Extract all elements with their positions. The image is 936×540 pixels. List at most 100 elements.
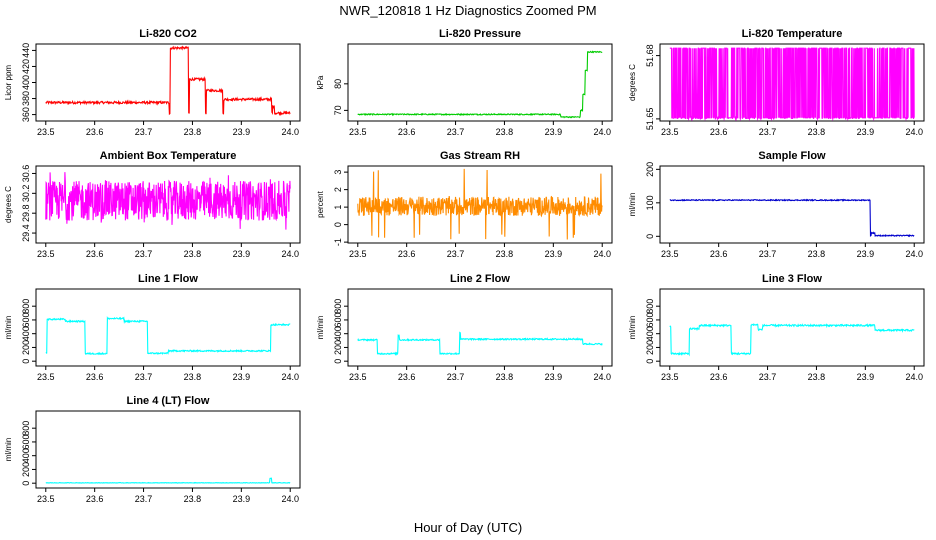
x-tick-label: 23.5 bbox=[349, 372, 367, 382]
y-tick-label: 3 bbox=[333, 170, 343, 175]
x-tick-label: 23.7 bbox=[447, 372, 465, 382]
x-tick-label: 24.0 bbox=[593, 127, 611, 137]
y-tick-label: 360 bbox=[21, 107, 31, 122]
y-axis-label: ml/min bbox=[4, 438, 13, 462]
y-tick-label: 800 bbox=[333, 299, 343, 314]
series-line-co2 bbox=[45, 45, 291, 117]
x-tick-label: 23.9 bbox=[545, 249, 563, 259]
panel-title: Line 2 Flow bbox=[450, 273, 510, 285]
x-tick-label: 23.7 bbox=[447, 249, 465, 259]
y-tick-label: 70 bbox=[333, 105, 343, 115]
x-tick-label: 23.9 bbox=[545, 127, 563, 137]
panel-pressure: Li-820 Pressure 23.5 23.6 23.7 23.8 23.9 24.0 7… bbox=[316, 28, 613, 137]
series-line-ambient bbox=[45, 172, 291, 230]
x-tick-label: 23.6 bbox=[398, 249, 416, 259]
plot-frame bbox=[659, 43, 925, 122]
y-tick-label: -1 bbox=[333, 238, 343, 246]
x-tick-label: 23.6 bbox=[86, 127, 104, 137]
y-tick-label: 800 bbox=[21, 421, 31, 436]
y-axis-label: kPa bbox=[316, 75, 325, 89]
panel-line3: Line 3 Flow 23.5 23.6 23.7 23.8 23.9 24.0 0 2004… bbox=[628, 273, 925, 382]
x-tick-label: 23.7 bbox=[759, 127, 777, 137]
panel-title: Ambient Box Temperature bbox=[100, 150, 237, 162]
x-tick-label: 23.9 bbox=[233, 494, 251, 504]
panel-title: Sample Flow bbox=[758, 150, 826, 162]
y-tick-label: 80 bbox=[333, 79, 343, 89]
y-tick-label: 200 bbox=[21, 462, 31, 477]
x-tick-label: 23.8 bbox=[808, 372, 826, 382]
x-tick-label: 23.5 bbox=[37, 249, 55, 259]
x-tick-label: 23.5 bbox=[661, 249, 679, 259]
series-line-line2 bbox=[357, 331, 603, 356]
plot-frame bbox=[35, 165, 301, 244]
y-tick-label: 600 bbox=[645, 312, 655, 327]
series-line-line4 bbox=[45, 477, 291, 484]
y-tick-label: 51.65 bbox=[645, 108, 655, 131]
x-tick-label: 23.9 bbox=[857, 127, 875, 137]
x-tick-label: 23.7 bbox=[135, 127, 153, 137]
x-tick-label: 24.0 bbox=[905, 372, 923, 382]
y-tick-label: 600 bbox=[21, 434, 31, 449]
panel-temperature: Li-820 Temperature 23.5 23.6 23.7 23.8 23.9 24… bbox=[628, 28, 925, 137]
y-tick-label: 0 bbox=[21, 359, 31, 364]
y-tick-label: 440 bbox=[21, 43, 31, 58]
plot-frame bbox=[35, 43, 301, 122]
y-tick-label: 51.68 bbox=[645, 44, 655, 67]
x-tick-label: 23.9 bbox=[857, 372, 875, 382]
y-tick-label: 2 bbox=[333, 187, 343, 192]
y-tick-label: 400 bbox=[21, 326, 31, 341]
panel-ambient: Ambient Box Temperature 23.5 23.6 23.7 23.8 2… bbox=[4, 150, 301, 259]
x-tick-label: 24.0 bbox=[593, 249, 611, 259]
x-tick-label: 23.8 bbox=[184, 372, 202, 382]
x-tick-label: 23.6 bbox=[710, 249, 728, 259]
panel-rh: Gas Stream RH 23.5 23.6 23.7 23.8 23.9 24.0 -1 0… bbox=[316, 150, 613, 259]
x-tick-label: 23.6 bbox=[710, 127, 728, 137]
y-tick-label: 380 bbox=[21, 91, 31, 106]
y-axis-label: ml/min bbox=[628, 193, 637, 217]
plot-frame bbox=[347, 43, 613, 122]
x-tick-label: 24.0 bbox=[905, 127, 923, 137]
x-tick-label: 23.8 bbox=[496, 249, 514, 259]
panel-sample: Sample Flow 23.5 23.6 23.7 23.8 23.9 24.0 0 100 2… bbox=[628, 150, 925, 259]
x-tick-label: 23.8 bbox=[184, 249, 202, 259]
y-tick-label: 200 bbox=[645, 162, 655, 177]
y-axis-label: degrees C bbox=[628, 64, 637, 101]
panel-title: Li-820 Temperature bbox=[742, 28, 843, 40]
panel-line1: Line 1 Flow 23.5 23.6 23.7 23.8 23.9 24.0 0 2004… bbox=[4, 273, 301, 382]
series-line-sample bbox=[669, 198, 915, 238]
y-tick-label: 29.8 bbox=[21, 204, 31, 222]
plot-frame bbox=[35, 288, 301, 367]
y-tick-label: 30.2 bbox=[21, 185, 31, 203]
y-tick-label: 0 bbox=[21, 481, 31, 486]
panel-line2: Line 2 Flow 23.5 23.6 23.7 23.8 23.9 24.0 0 2004… bbox=[316, 273, 613, 382]
x-tick-label: 23.5 bbox=[661, 372, 679, 382]
x-tick-label: 23.7 bbox=[135, 494, 153, 504]
x-tick-label: 23.5 bbox=[661, 127, 679, 137]
x-tick-label: 23.6 bbox=[710, 372, 728, 382]
series-line-pressure bbox=[357, 50, 603, 119]
panel-line4: Line 4 (LT) Flow 23.5 23.6 23.7 23.8 23.9 24.0… bbox=[4, 395, 301, 504]
x-tick-label: 23.8 bbox=[184, 494, 202, 504]
plot-frame bbox=[35, 410, 301, 489]
x-tick-label: 23.7 bbox=[759, 372, 777, 382]
x-tick-label: 24.0 bbox=[905, 249, 923, 259]
x-tick-label: 23.8 bbox=[496, 372, 514, 382]
x-tick-label: 24.0 bbox=[281, 127, 299, 137]
x-tick-label: 23.6 bbox=[86, 494, 104, 504]
y-tick-label: 0 bbox=[333, 222, 343, 227]
x-tick-label: 23.7 bbox=[759, 249, 777, 259]
x-tick-label: 23.5 bbox=[349, 249, 367, 259]
plot-frame bbox=[347, 288, 613, 367]
y-tick-label: 0 bbox=[333, 359, 343, 364]
y-tick-label: 400 bbox=[21, 75, 31, 90]
x-tick-label: 23.9 bbox=[233, 372, 251, 382]
x-tick-label: 24.0 bbox=[281, 249, 299, 259]
x-tick-label: 23.5 bbox=[37, 372, 55, 382]
y-tick-label: 800 bbox=[645, 299, 655, 314]
y-axis-label: percent bbox=[316, 190, 325, 217]
x-tick-label: 23.8 bbox=[808, 127, 826, 137]
x-tick-label: 23.7 bbox=[135, 372, 153, 382]
plot-frame bbox=[347, 165, 613, 244]
x-tick-label: 23.6 bbox=[86, 372, 104, 382]
y-tick-label: 0 bbox=[645, 234, 655, 239]
